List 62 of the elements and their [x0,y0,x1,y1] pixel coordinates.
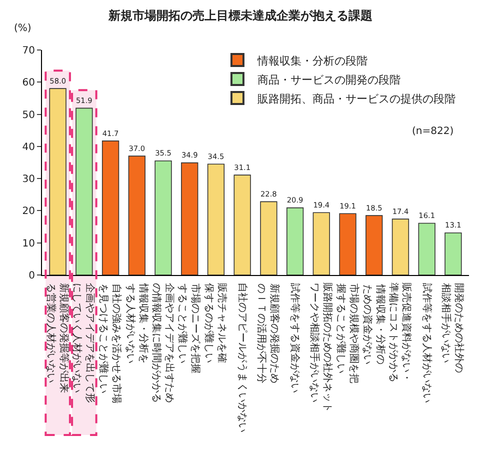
chart-title: 新規市場開拓の売上目標未達成企業が抱える課題 [108,8,372,23]
bar [366,215,383,275]
bar [181,162,198,275]
data-label: 41.7 [102,128,120,138]
bar [102,140,120,275]
bar [444,232,462,275]
bar [234,174,251,275]
legend-label: 商品・サービスの開発の段階 [257,73,400,86]
y-tick-label: 70 [22,46,35,56]
data-label: 13.1 [445,220,462,230]
data-label: 19.4 [313,200,330,210]
x-tick-label: 新規顧客の発掘等が出来る営業の人材がいない [44,283,70,394]
data-label: 19.1 [340,201,356,210]
y-tick-label: 20 [22,206,35,218]
x-tick-label: 試作等をする人材がいない [420,283,433,404]
bar [312,212,330,275]
data-label: 20.9 [286,196,304,205]
annotation: (n=822) [412,126,454,137]
legend-label: 販路開拓、商品・サービスの提供の段階 [257,92,456,106]
y-tick-label: 30 [22,174,35,186]
data-label: 31.1 [234,162,250,172]
x-tick-label: 試作等をする資金がない [289,282,302,393]
bar [76,108,93,275]
x-tick-label: 新規顧客の発掘のためのＩＴの活用が不十分 [256,283,281,384]
x-tick-label: 企画やアイデアを出して形にしていく人材がいない [71,282,96,403]
x-tick-label: 企画やアイデアを出すための情報収集に時間がかかる [150,282,176,403]
y-tick-label: 50 [22,110,35,121]
y-tick-label: 0 [28,270,35,282]
x-tick-label: 情報収集・分析をする人材がいない [124,282,150,364]
bar [392,218,410,275]
bar [339,213,356,275]
bar [154,160,172,275]
x-tick-label: 販路開拓のための社外ネットワークや相談相手がいない [308,282,334,413]
y-tick-label: 40 [22,142,35,153]
data-label: 58.0 [50,76,66,86]
x-tick-label: 市場のニーズを把握することが難しい [176,283,202,374]
data-label: 35.5 [155,148,172,158]
x-tick-label: 自社の強みを活かせる市場を見つけることが難しい [98,283,123,404]
x-tick-label: 開発のための社外の相談相手がいない [440,282,466,373]
bar [418,222,436,275]
data-label: 22.8 [260,190,278,199]
data-label: 34.5 [208,152,224,161]
y-tick-label: 10 [22,238,35,250]
bar [260,201,278,275]
bar [128,156,146,275]
legend-label: 情報収集・分析の段階 [256,54,368,68]
data-label: 51.9 [76,96,93,105]
bar [49,88,66,275]
y-axis-title: (%) [14,23,32,34]
bar [286,207,304,275]
data-label: 37.0 [128,144,146,153]
data-label: 17.4 [392,206,409,216]
y-tick-label: 60 [22,78,35,89]
bar [207,164,225,275]
x-tick-label: 販売促進資料がない・準備にコストがかかる [387,282,412,383]
x-tick-label: 自社のアピールがうまくいかない [236,282,248,433]
data-label: 34.9 [181,150,198,160]
x-tick-label: 情報収集・分析のための資金がない [362,283,387,364]
data-label: 18.5 [366,203,383,212]
x-tick-label: 販売チャネルを確保するのが難しい [202,283,228,364]
x-tick-label: 市場の規模や商圏を把握することが難しい [334,283,360,384]
data-label: 16.1 [418,211,435,220]
